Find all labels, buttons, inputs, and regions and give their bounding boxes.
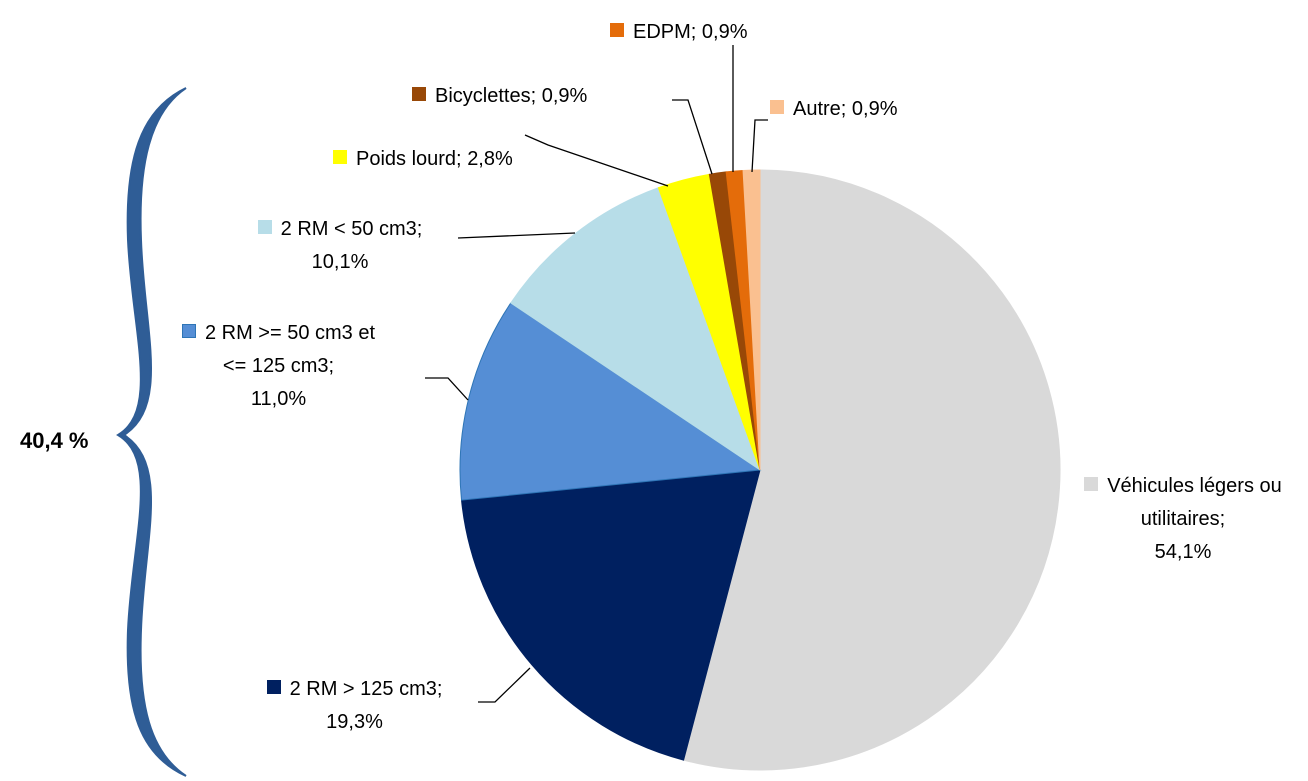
leader-line bbox=[751, 119, 768, 173]
data-label: EDPM; 0,9% bbox=[610, 16, 748, 49]
data-label: Autre; 0,9% bbox=[770, 93, 898, 126]
leader-line bbox=[425, 377, 469, 401]
value-label: 54,1% bbox=[1154, 541, 1212, 563]
data-label: 2 RM > 125 cm3; 19,3% bbox=[222, 673, 487, 739]
data-label: Bicyclettes; 0,9% bbox=[412, 80, 587, 113]
legend-key bbox=[181, 324, 196, 338]
slice bbox=[460, 469, 761, 761]
legend-key bbox=[610, 23, 624, 37]
category-label: 2 RM < 50 cm3; bbox=[280, 218, 423, 240]
value-label: 0,9% bbox=[851, 98, 898, 120]
legend-key bbox=[266, 680, 281, 694]
leader-line bbox=[672, 99, 713, 175]
brace bbox=[116, 87, 187, 777]
value-label: 10,1% bbox=[311, 251, 369, 273]
legend-key bbox=[770, 100, 784, 114]
slice bbox=[459, 302, 762, 501]
data-label: 2 RM >= 50 cm3 et <= 125 cm3; 11,0% bbox=[176, 317, 381, 416]
category-label: Poids lourd; bbox=[356, 148, 462, 170]
legend-key bbox=[333, 150, 347, 164]
data-label: Poids lourd; 2,8% bbox=[333, 143, 513, 176]
leader-line bbox=[478, 667, 531, 703]
category-label: EDPM; bbox=[633, 21, 697, 43]
legend-key bbox=[412, 87, 426, 101]
value-label: 0,9% bbox=[541, 85, 588, 107]
value-label: 19,3% bbox=[326, 711, 383, 733]
value-label: 11,0% bbox=[250, 388, 307, 410]
category-label: Véhicules légers ou utilitaires; bbox=[1107, 475, 1282, 530]
data-label: 2 RM < 50 cm3; 10,1% bbox=[215, 213, 465, 279]
slice bbox=[510, 187, 761, 472]
value-label: 2,8% bbox=[467, 148, 513, 170]
leader-line bbox=[457, 232, 576, 239]
pie bbox=[459, 169, 1061, 771]
category-label: 2 RM >= 50 cm3 et <= 125 cm3; bbox=[204, 322, 376, 377]
leader-line bbox=[524, 134, 669, 187]
category-label: Autre; bbox=[793, 98, 847, 120]
annotation: 40,4 % bbox=[20, 428, 89, 453]
category-label: 2 RM > 125 cm3; bbox=[289, 678, 443, 700]
data-label: Véhicules légers ou utilitaires; 54,1% bbox=[1063, 470, 1303, 569]
legend-key bbox=[257, 220, 272, 234]
value-label: 0,9% bbox=[701, 21, 748, 43]
leader-lines bbox=[425, 45, 768, 703]
legend-key bbox=[1084, 477, 1099, 491]
slice bbox=[682, 169, 1061, 771]
category-label: Bicyclettes; bbox=[435, 85, 537, 107]
